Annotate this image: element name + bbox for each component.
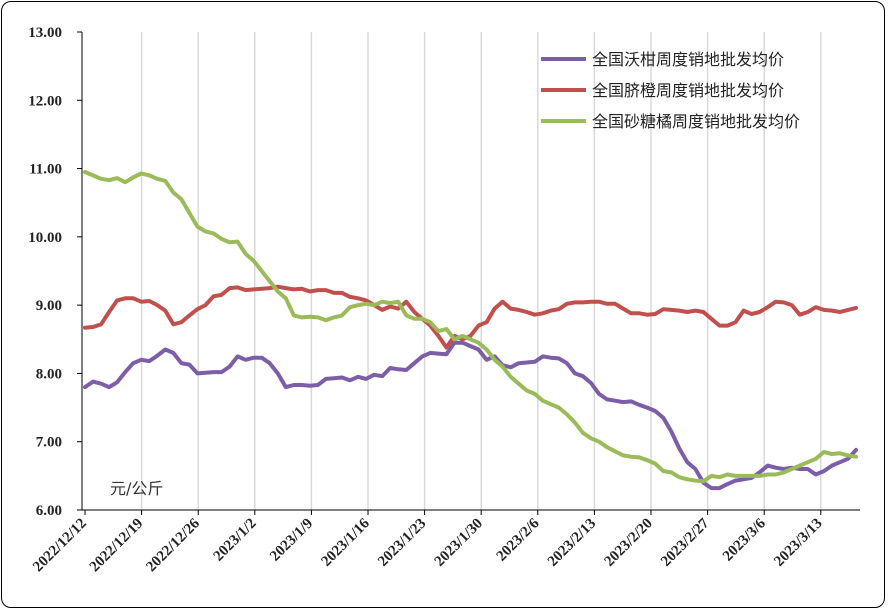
unit-label: 元/公斤 [110, 479, 163, 498]
x-tick-label: 2023/2/20 [601, 516, 655, 570]
y-tick-label: 6.00 [36, 503, 62, 519]
y-tick-label: 11.00 [29, 162, 62, 178]
y-tick-label: 10.00 [28, 230, 62, 246]
x-tick-label: 2023/2/6 [494, 515, 543, 564]
y-axis: 6.00 7.00 8.00 9.00 10.00 11.00 12.00 13.00 [28, 25, 83, 519]
vertical-gridlines [140, 32, 822, 510]
x-tick-label: 2022/12/19 [87, 516, 147, 576]
x-tick-label: 2023/1/30 [432, 516, 486, 570]
legend-label: 全国砂糖橘周度销地批发均价 [592, 112, 800, 131]
y-tick-label: 8.00 [36, 366, 62, 382]
x-tick-label: 2023/2/13 [545, 516, 599, 570]
x-tick-label: 2023/2/27 [658, 515, 713, 570]
series-lines [83, 170, 858, 491]
series-line-3 [83, 170, 858, 484]
x-tick-label: 2023/3/13 [771, 516, 825, 570]
y-tick-label: 9.00 [36, 298, 62, 314]
x-tick-label: 2023/1/16 [318, 515, 373, 570]
y-tick-label: 13.00 [28, 25, 62, 41]
x-tick-label: 2022/12/12 [30, 516, 90, 576]
x-tick-label: 2023/1/9 [267, 516, 316, 565]
x-tick-label: 2023/1/2 [211, 516, 260, 565]
series-line-1 [83, 340, 858, 491]
legend-label: 全国脐橙周度销地批发均价 [592, 81, 784, 100]
x-tick-label: 2023/3/6 [720, 515, 769, 564]
x-tick-label: 2022/12/26 [143, 515, 203, 575]
y-tick-label: 7.00 [36, 435, 62, 451]
y-tick-label: 12.00 [28, 93, 62, 109]
legend-label: 全国沃柑周度销地批发均价 [592, 50, 784, 69]
x-tick-label: 2023/1/23 [375, 516, 429, 570]
series-line-2 [83, 284, 858, 350]
